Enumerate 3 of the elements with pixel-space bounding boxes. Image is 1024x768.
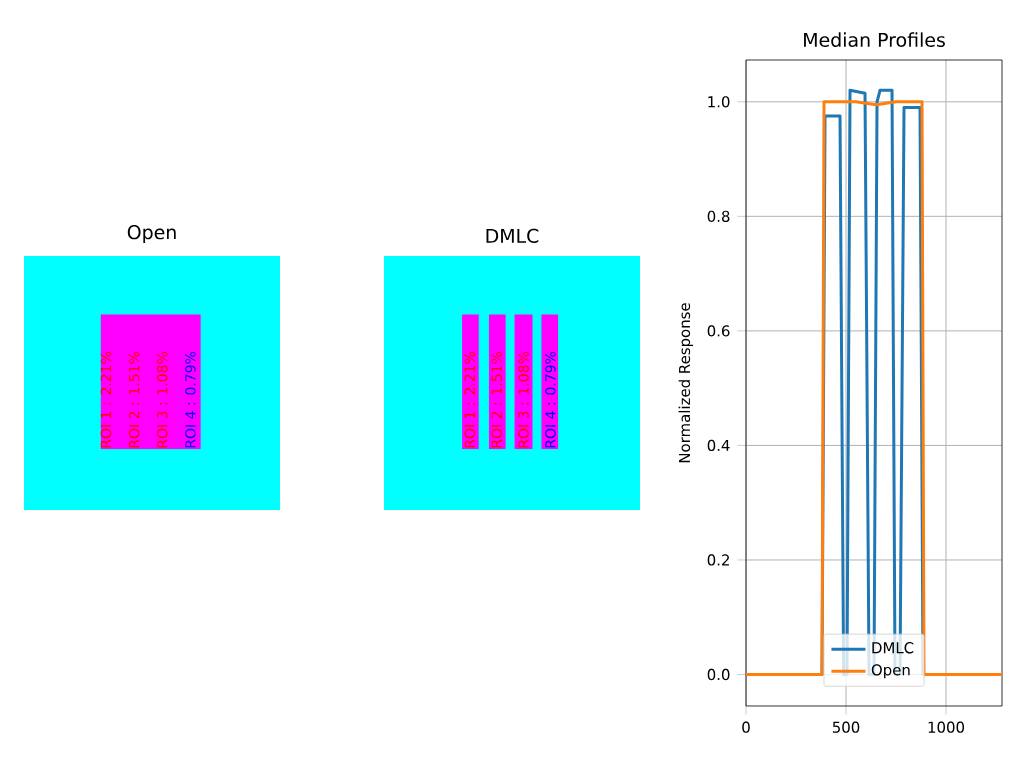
text: Open [127,225,176,243]
chart-title: Median Profiles [804,32,945,48]
text: DMLC [486,228,539,244]
